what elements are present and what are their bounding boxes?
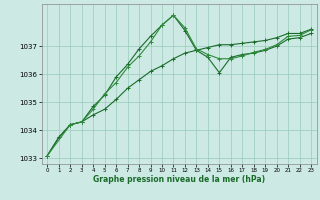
X-axis label: Graphe pression niveau de la mer (hPa): Graphe pression niveau de la mer (hPa) (93, 175, 265, 184)
